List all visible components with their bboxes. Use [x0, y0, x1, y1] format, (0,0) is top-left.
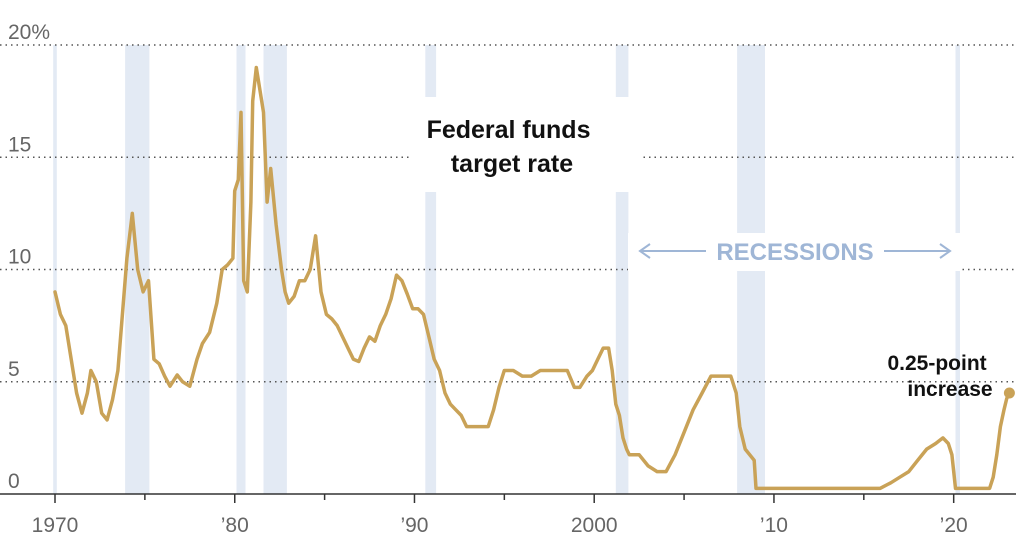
right-arrow-icon — [939, 243, 952, 259]
y-tick-label-0: 0 — [8, 470, 20, 493]
y-tick-label-5: 5 — [8, 358, 20, 381]
chart-title-line-1: Federal funds — [427, 116, 591, 144]
annotation-line-2: increase — [907, 378, 992, 401]
recessions-label: RECESSIONS — [638, 239, 952, 266]
chart-title-line-2: target rate — [451, 150, 573, 178]
x-tick-label-2020: ’20 — [940, 514, 968, 537]
x-tick-label-2010: ’10 — [760, 514, 788, 537]
y-tick-label-20: 20% — [8, 21, 50, 44]
x-tick-label-2000: 2000 — [571, 514, 618, 537]
y-tick-label-15: 15 — [8, 133, 31, 156]
x-tick-label-1970: 1970 — [32, 514, 79, 537]
x-axis: 1970 ’80 ’90 2000 ’10 ’20 — [0, 493, 1016, 537]
chart-title: Federal funds target rate — [427, 116, 598, 178]
x-tick-label-1990: ’90 — [400, 514, 428, 537]
y-axis-labels: 0 5 10 15 20% — [8, 21, 50, 493]
end-point-dot — [1003, 387, 1015, 399]
recession-band-2 — [236, 45, 246, 494]
recessions-label-text: RECESSIONS — [716, 239, 873, 266]
title-background — [412, 97, 642, 192]
annotation: 0.25-point increase — [887, 352, 992, 401]
recession-band-4 — [425, 45, 437, 494]
series-line — [53, 65, 1012, 491]
left-arrow-icon — [638, 243, 651, 259]
annotation-line-1: 0.25-point — [887, 352, 986, 375]
x-tick-label-1980: ’80 — [221, 514, 249, 537]
y-tick-label-10: 10 — [8, 246, 31, 269]
